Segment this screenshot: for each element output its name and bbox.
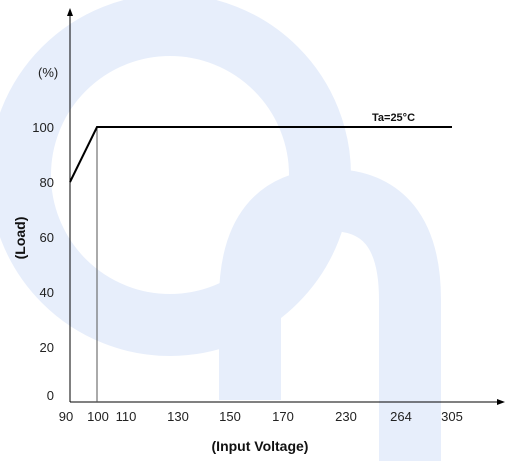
x-tick-label: 305 [441,409,463,424]
x-tick-label: 150 [219,409,241,424]
series-annotation: Ta=25°C [372,112,415,124]
x-tick-label: 264 [390,409,412,424]
y-unit-label: (%) [38,65,58,80]
y-tick-label: 100 [32,120,54,135]
x-tick-label: 230 [335,409,357,424]
y-axis-arrow-icon [67,8,73,16]
x-tick-label: 110 [116,409,137,424]
x-axis-title: (Input Voltage) [212,438,309,454]
y-tick-label: 20 [40,340,54,355]
y-axis-title: (Load) [12,217,28,260]
x-tick-label: 130 [167,409,189,424]
series-line [69,126,452,183]
x-tick-labels: 90 100 110 130 150 170 230 264 305 [59,409,463,424]
x-tick-label: 170 [272,409,294,424]
y-tick-label: 80 [40,175,54,190]
x-tick-label: 90 [59,409,73,424]
x-tick-label: 100 [87,409,109,424]
y-tick-label: 40 [40,285,54,300]
y-tick-label: 0 [47,388,54,403]
watermark-logo [0,0,441,461]
x-axis-arrow-icon [497,399,505,405]
y-tick-labels: 0 20 40 60 80 100 [32,120,54,403]
y-tick-label: 60 [40,230,54,245]
